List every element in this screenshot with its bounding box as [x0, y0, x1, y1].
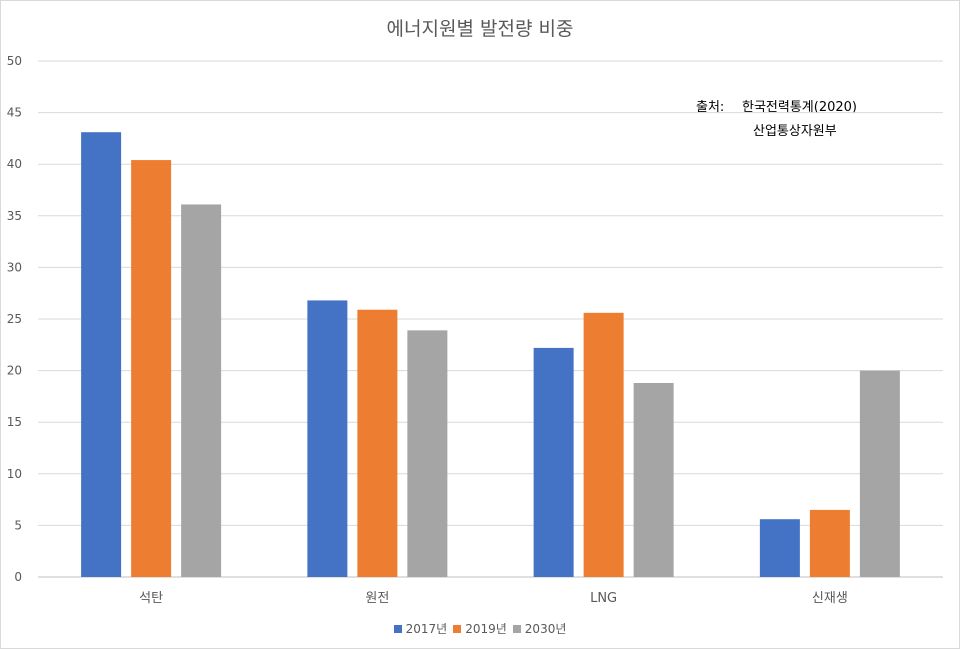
bar [407, 330, 448, 577]
x-tick-label: 원전 [365, 591, 389, 606]
bar [181, 204, 222, 577]
bar [759, 519, 800, 577]
bar [357, 309, 398, 577]
y-tick-label: 35 [7, 209, 22, 223]
y-tick-label: 5 [14, 518, 22, 532]
x-tick-label: 석탄 [139, 591, 163, 606]
bar [583, 312, 624, 577]
legend-swatch [453, 625, 462, 633]
y-tick-label: 40 [7, 157, 22, 171]
legend-label: 2017년 [405, 622, 448, 636]
source-label: 출처: [696, 100, 725, 115]
bar [533, 347, 574, 577]
y-tick-label: 15 [7, 415, 22, 429]
y-tick-label: 25 [7, 312, 22, 326]
bar [131, 160, 172, 577]
x-tick-label: LNG [590, 591, 617, 606]
bar [859, 370, 900, 577]
y-tick-label: 45 [7, 106, 22, 120]
legend-label: 2019년 [465, 622, 507, 636]
legend-item: 2030년 [512, 620, 567, 637]
chart-legend: 2017년 2019년 2030년 [0, 620, 960, 637]
source-line-1: 한국전력통계(2020) [742, 100, 857, 115]
chart-title: 에너지원별 발전량 비중 [386, 18, 574, 40]
y-tick-label: 10 [7, 467, 22, 481]
y-tick-label: 0 [14, 570, 22, 584]
bar [81, 132, 122, 577]
bar [633, 382, 674, 577]
bar [809, 509, 850, 577]
x-tick-label: 신재생 [812, 591, 848, 606]
bar [307, 300, 348, 577]
source-line-2: 산업통상자원부 [753, 124, 837, 139]
legend-label: 2030년 [524, 622, 567, 636]
y-tick-label: 30 [7, 260, 22, 274]
legend-swatch [512, 625, 521, 633]
legend-swatch [393, 625, 402, 633]
legend-item: 2017년 [393, 620, 448, 637]
y-tick-label: 50 [7, 54, 22, 68]
legend-item: 2019년 [453, 620, 507, 637]
y-tick-label: 20 [7, 364, 22, 378]
